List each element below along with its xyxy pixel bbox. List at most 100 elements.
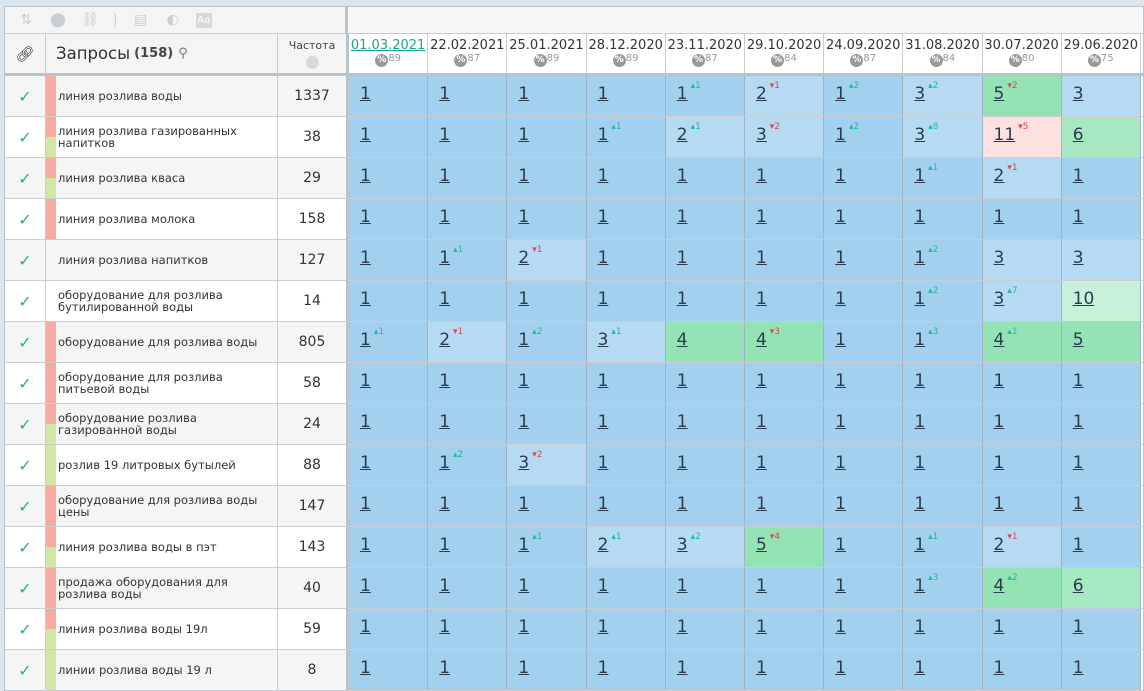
- date-label[interactable]: 22.02.2021: [430, 38, 505, 53]
- position-link[interactable]: 1: [914, 494, 926, 514]
- position-link[interactable]: 1: [1072, 658, 1084, 678]
- position-link[interactable]: 1: [914, 371, 926, 391]
- position-link[interactable]: 1: [835, 617, 846, 637]
- position-link[interactable]: 1: [914, 617, 926, 637]
- position-link[interactable]: 1: [1072, 207, 1084, 227]
- position-link[interactable]: 1: [439, 658, 451, 678]
- toggle-icon[interactable]: ⬤: [50, 12, 66, 28]
- position-link[interactable]: 1: [439, 207, 451, 227]
- position-link[interactable]: 3: [993, 248, 1005, 268]
- position-link[interactable]: 1: [676, 166, 688, 186]
- position-link[interactable]: 1: [518, 617, 530, 637]
- position-link[interactable]: 1: [755, 207, 767, 227]
- position-link[interactable]: 3: [1072, 248, 1084, 268]
- position-link[interactable]: 1: [439, 494, 451, 514]
- position-link[interactable]: 11: [993, 125, 1016, 145]
- position-link[interactable]: 1: [597, 207, 609, 227]
- date-label[interactable]: 31.08.2020: [905, 38, 980, 53]
- date-column-header[interactable]: 25.01.2021% 89: [507, 34, 587, 73]
- position-link[interactable]: 1: [676, 576, 688, 596]
- position-link[interactable]: 1: [439, 576, 451, 596]
- position-link[interactable]: 1: [360, 84, 371, 104]
- position-link[interactable]: 1: [755, 453, 767, 473]
- date-column-header[interactable]: 28.12.2020% 89: [587, 34, 666, 73]
- position-link[interactable]: 1: [518, 330, 530, 350]
- position-link[interactable]: 3: [755, 125, 767, 145]
- check-icon[interactable]: ✓: [5, 240, 46, 280]
- position-link[interactable]: 1: [597, 494, 609, 514]
- check-icon[interactable]: ✓: [5, 486, 46, 526]
- position-link[interactable]: 4: [676, 330, 688, 350]
- position-link[interactable]: 1: [914, 207, 926, 227]
- position-link[interactable]: 10: [1072, 289, 1095, 309]
- position-link[interactable]: 1: [597, 658, 609, 678]
- date-column-header[interactable]: 24.09.2020% 87: [824, 34, 904, 73]
- position-link[interactable]: 1: [439, 453, 451, 473]
- position-link[interactable]: 1: [439, 412, 451, 432]
- position-link[interactable]: 1: [518, 125, 530, 145]
- date-column-header[interactable]: 31.08.2020% 84: [903, 34, 983, 73]
- check-icon[interactable]: ✓: [5, 609, 46, 649]
- position-link[interactable]: 1: [835, 576, 846, 596]
- position-link[interactable]: 1: [360, 617, 371, 637]
- position-link[interactable]: 1: [1072, 494, 1084, 514]
- position-link[interactable]: 5: [993, 84, 1005, 104]
- position-link[interactable]: 1: [993, 617, 1005, 637]
- position-link[interactable]: 1: [360, 494, 371, 514]
- position-link[interactable]: 1: [914, 576, 926, 596]
- position-link[interactable]: 1: [676, 289, 688, 309]
- position-link[interactable]: 1: [676, 617, 688, 637]
- date-column-header[interactable]: 22.02.2021% 87: [428, 34, 508, 73]
- position-link[interactable]: 1: [597, 125, 609, 145]
- position-link[interactable]: 1: [597, 412, 609, 432]
- date-label[interactable]: 24.09.2020: [826, 38, 901, 53]
- position-link[interactable]: 1: [360, 412, 371, 432]
- search-icon[interactable]: ⚲: [178, 46, 188, 61]
- window-icon[interactable]: ▤: [134, 12, 148, 28]
- position-link[interactable]: 1: [1072, 453, 1084, 473]
- sort-icon[interactable]: ⇅: [20, 12, 32, 28]
- position-link[interactable]: 1: [360, 658, 371, 678]
- check-icon[interactable]: ✓: [5, 322, 46, 362]
- position-link[interactable]: 1: [439, 84, 451, 104]
- position-link[interactable]: 1: [914, 289, 926, 309]
- check-icon[interactable]: ✓: [5, 650, 46, 690]
- position-link[interactable]: 1: [439, 617, 451, 637]
- position-link[interactable]: 4: [993, 576, 1005, 596]
- position-link[interactable]: 6: [1072, 576, 1084, 596]
- position-link[interactable]: 1: [835, 535, 846, 555]
- position-link[interactable]: 1: [518, 84, 530, 104]
- position-link[interactable]: 1: [518, 371, 530, 391]
- position-link[interactable]: 1: [755, 494, 767, 514]
- position-link[interactable]: 1: [755, 289, 767, 309]
- position-link[interactable]: 1: [914, 330, 926, 350]
- position-link[interactable]: 1: [676, 248, 688, 268]
- frequency-column-header[interactable]: Частота: [278, 34, 349, 73]
- check-icon[interactable]: ✓: [5, 363, 46, 403]
- queries-column-header[interactable]: Запросы (158) ⚲: [46, 34, 278, 73]
- position-link[interactable]: 1: [993, 371, 1005, 391]
- position-link[interactable]: 1: [676, 371, 688, 391]
- position-link[interactable]: 4: [755, 330, 767, 350]
- position-link[interactable]: 1: [360, 166, 371, 186]
- position-link[interactable]: 1: [360, 289, 371, 309]
- position-link[interactable]: 1: [360, 125, 371, 145]
- position-link[interactable]: 1: [439, 371, 451, 391]
- position-link[interactable]: 1: [755, 248, 767, 268]
- position-link[interactable]: 1: [835, 84, 846, 104]
- position-link[interactable]: 1: [835, 453, 846, 473]
- date-column-header[interactable]: 29.06.2020% 75: [1062, 34, 1141, 73]
- position-link[interactable]: 3: [914, 84, 926, 104]
- position-link[interactable]: 1: [835, 330, 846, 350]
- position-link[interactable]: 1: [914, 248, 926, 268]
- position-link[interactable]: 1: [360, 371, 371, 391]
- check-icon[interactable]: ✓: [5, 76, 46, 116]
- position-link[interactable]: 1: [597, 84, 609, 104]
- position-link[interactable]: 1: [360, 535, 371, 555]
- position-link[interactable]: 1: [755, 371, 767, 391]
- position-link[interactable]: 2: [439, 330, 451, 350]
- position-link[interactable]: 1: [597, 576, 609, 596]
- position-link[interactable]: 1: [439, 125, 451, 145]
- check-icon[interactable]: ✓: [5, 568, 46, 608]
- position-link[interactable]: 4: [993, 330, 1005, 350]
